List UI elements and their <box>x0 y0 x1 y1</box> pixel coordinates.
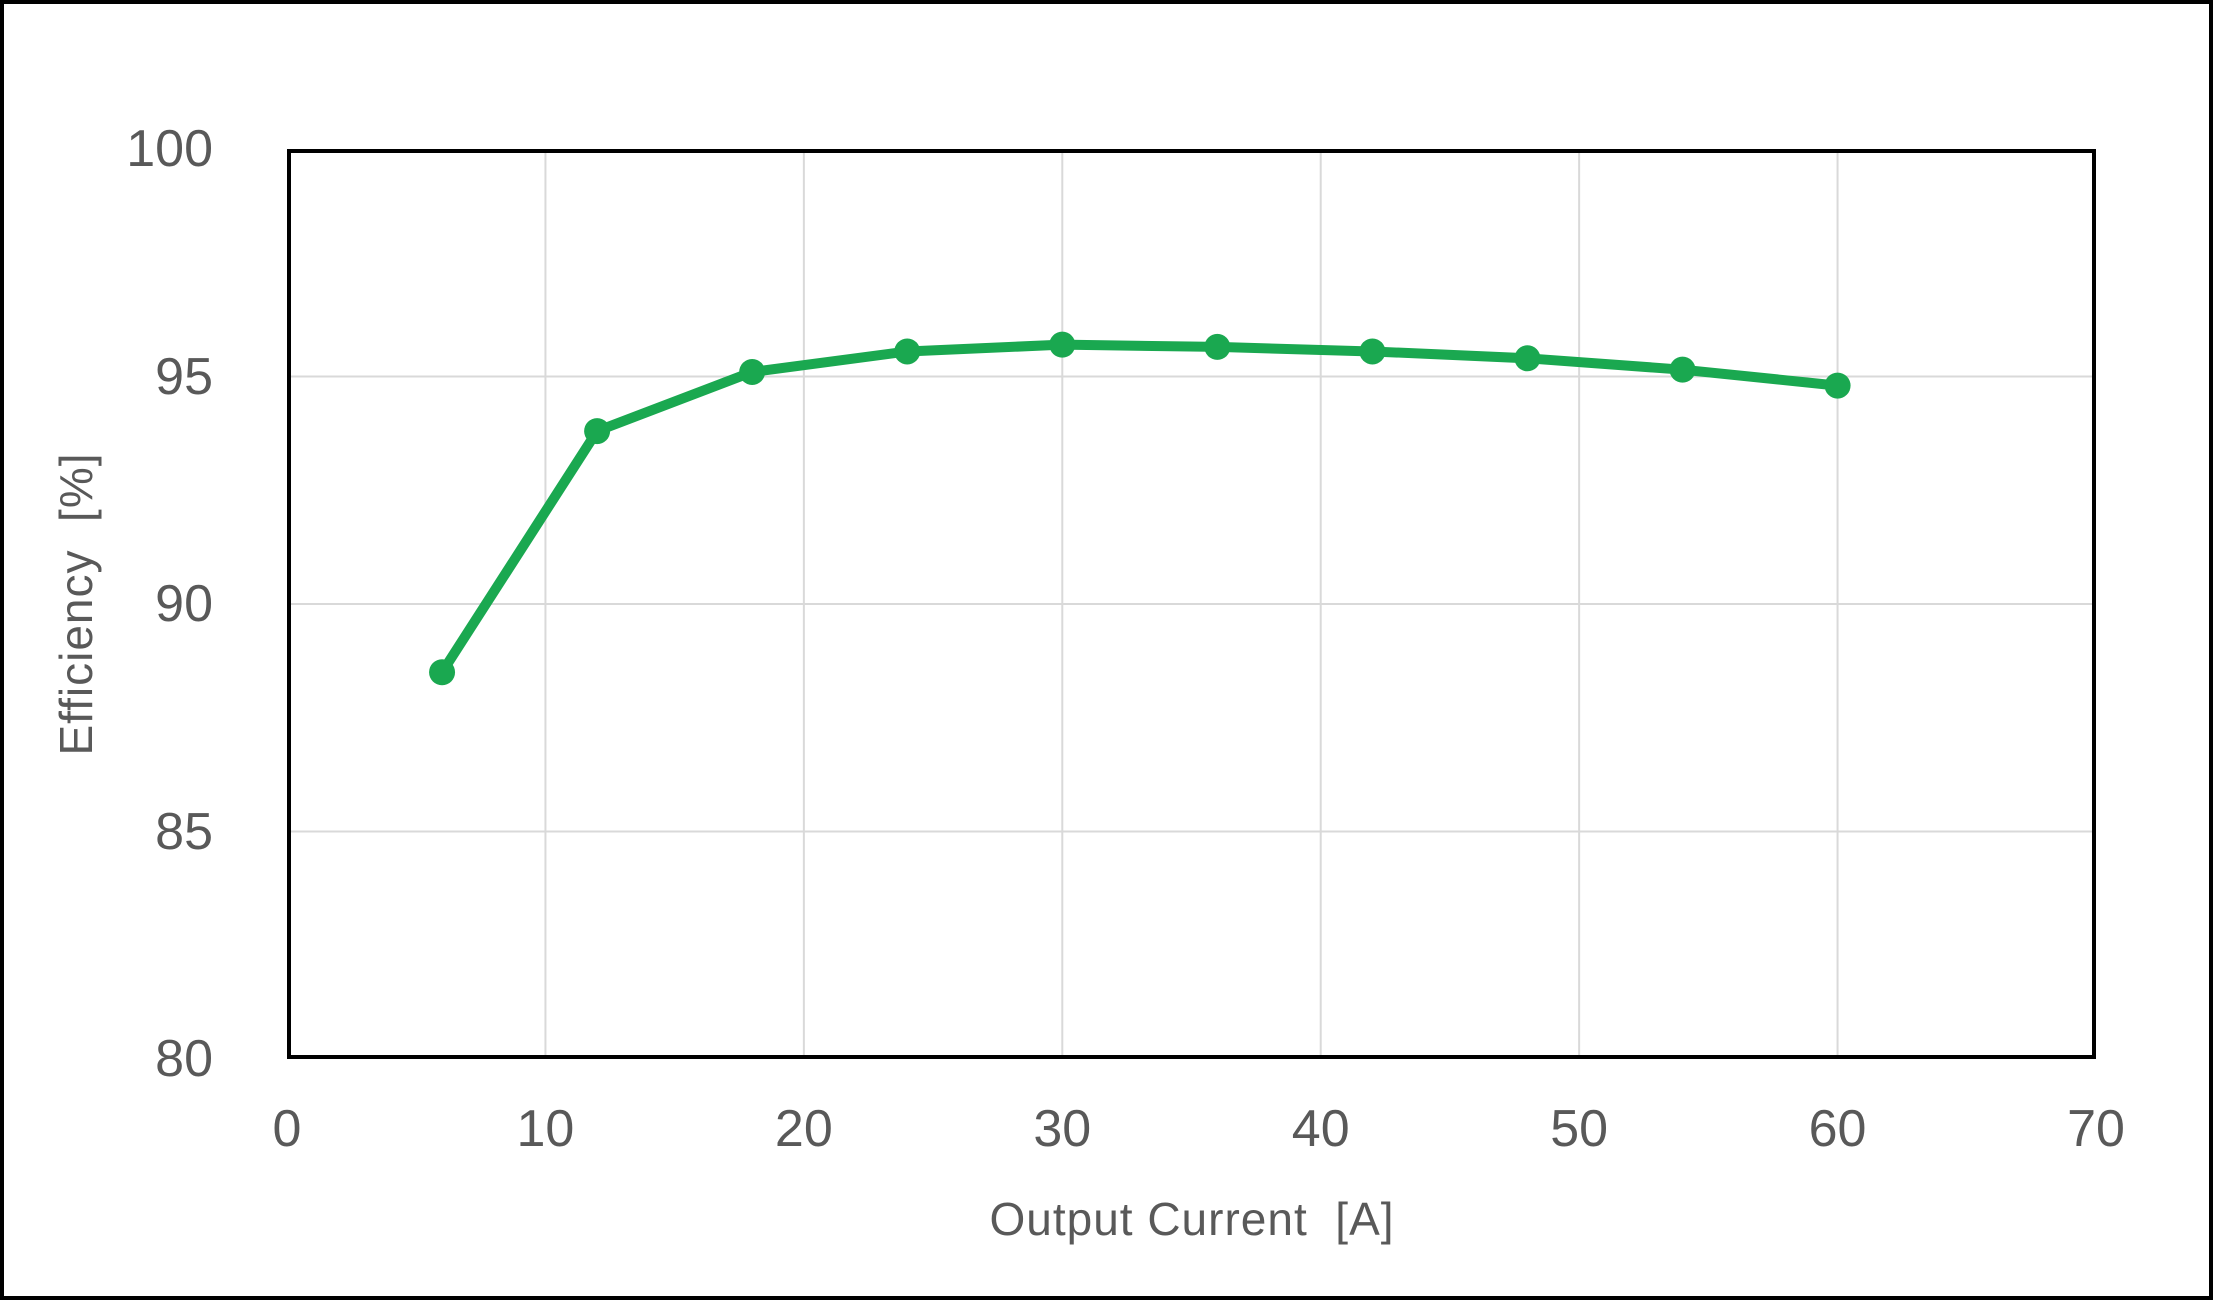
y-tick-label: 95 <box>155 347 213 406</box>
x-tick-label: 10 <box>516 1100 575 1158</box>
x-tick-label: 40 <box>1291 1100 1350 1158</box>
data-point-marker <box>1669 356 1696 383</box>
y-tick-label: 85 <box>155 802 213 861</box>
plot-frame <box>287 149 2096 1059</box>
data-point-marker <box>1514 345 1541 372</box>
plot-area <box>287 149 2096 1059</box>
x-tick-label: 70 <box>2067 1100 2125 1158</box>
data-point-marker <box>1359 338 1386 365</box>
series-line <box>437 339 1843 678</box>
x-tick-label: 30 <box>1033 1100 1092 1158</box>
y-tick-label: 90 <box>155 575 213 633</box>
y-tick-label: 80 <box>155 1030 213 1088</box>
data-point-marker <box>1049 331 1076 358</box>
data-point-marker <box>739 358 766 385</box>
x-axis-title: Output Current [A] <box>989 1193 1395 1245</box>
data-point-marker <box>429 659 456 686</box>
x-tick-label: 50 <box>1550 1100 1609 1158</box>
x-tick-label: 0 <box>272 1100 302 1158</box>
y-tick-label: 100 <box>126 120 213 178</box>
data-point-marker <box>1204 333 1231 360</box>
data-point-marker <box>894 338 921 365</box>
data-point-marker <box>584 418 611 445</box>
x-tick-label: 60 <box>1808 1100 1867 1158</box>
x-tick-label: 20 <box>774 1100 833 1158</box>
data-point-marker <box>1824 372 1851 399</box>
y-axis-title: Efficiency [%] <box>50 452 102 756</box>
